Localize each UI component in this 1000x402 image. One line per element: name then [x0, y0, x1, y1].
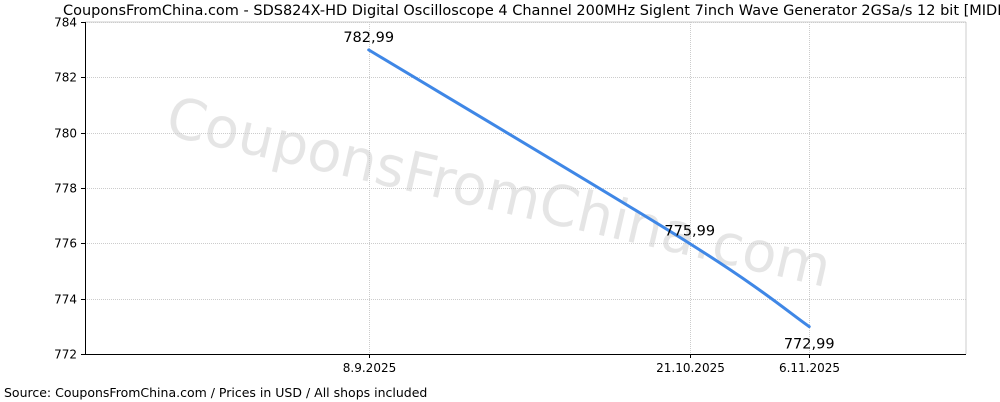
x-tick-label: 21.10.2025 [656, 361, 725, 375]
y-tick-label: 780 [54, 127, 77, 141]
data-point [367, 48, 371, 52]
source-note: Source: CouponsFromChina.com / Prices in… [4, 385, 428, 400]
y-tick-label: 778 [54, 182, 77, 196]
x-tick-label: 8.9.2025 [343, 361, 396, 375]
y-tick-label: 772 [54, 348, 77, 362]
data-label: 775,99 [664, 224, 715, 240]
data-label: 782,99 [343, 30, 394, 46]
y-tick-label: 782 [54, 71, 77, 85]
y-tick-label: 774 [54, 293, 77, 307]
watermark-text: CouponsFromChina.com [160, 85, 837, 301]
price-series-line [367, 48, 811, 329]
data-point [807, 325, 811, 329]
data-label: 772,99 [784, 337, 835, 353]
chart-title: CouponsFromChina.com - SDS824X-HD Digita… [63, 3, 1000, 19]
data-point [688, 242, 692, 246]
x-tick-label: 6.11.2025 [779, 361, 840, 375]
y-tick-label: 776 [54, 237, 77, 251]
y-tick-label: 784 [54, 16, 77, 30]
